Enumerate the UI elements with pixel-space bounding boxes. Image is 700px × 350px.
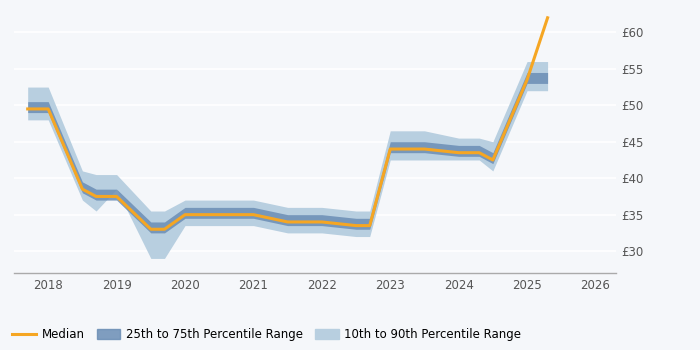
Legend: Median, 25th to 75th Percentile Range, 10th to 90th Percentile Range: Median, 25th to 75th Percentile Range, 1… bbox=[8, 323, 526, 346]
